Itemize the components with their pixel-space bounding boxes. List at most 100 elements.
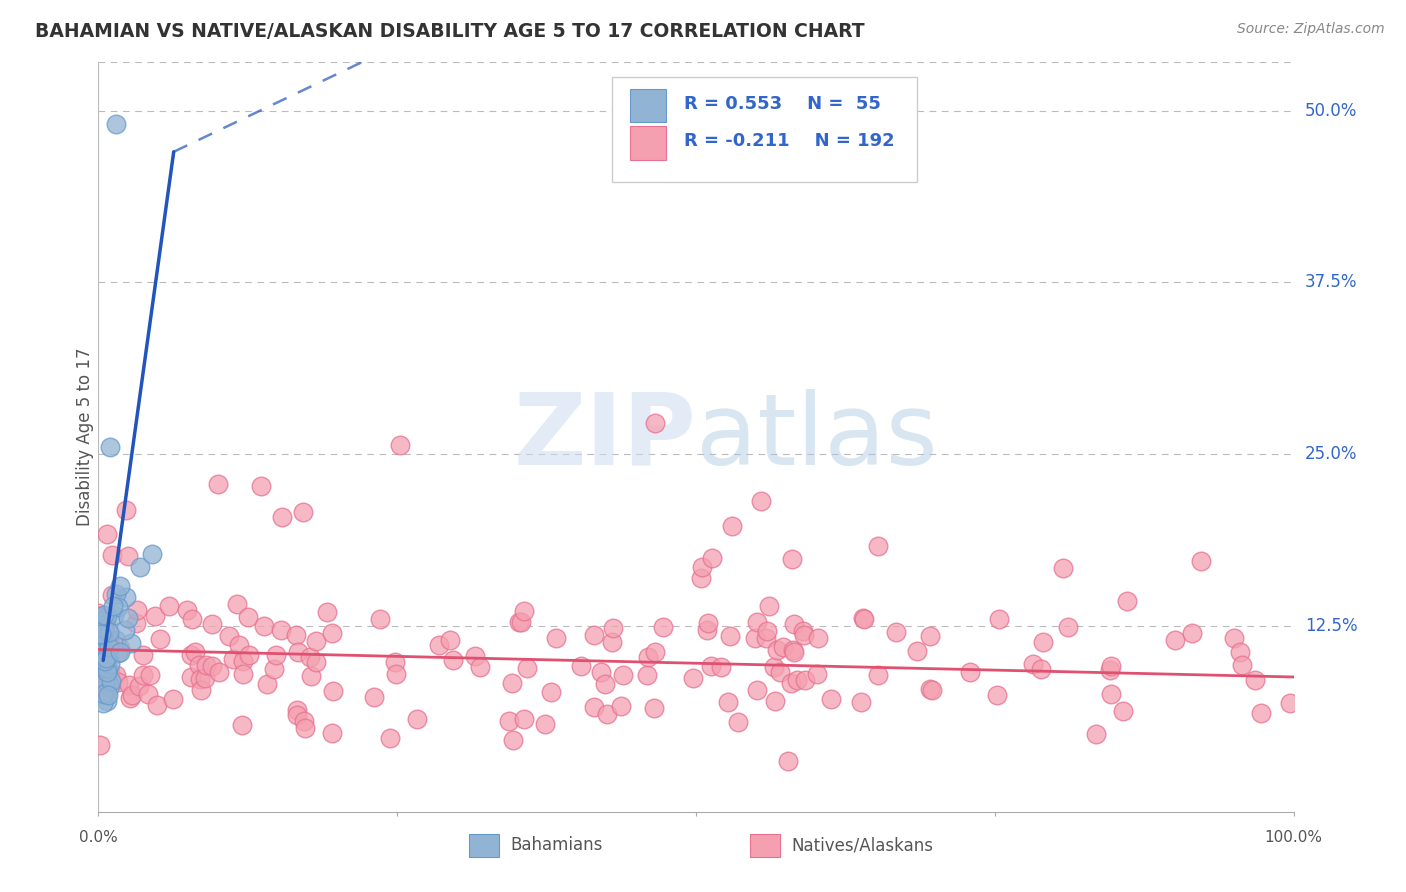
Point	[98, 665, 121, 679]
Point	[87, 673, 110, 688]
Point	[141, 547, 163, 561]
Point	[1164, 633, 1187, 648]
Point	[176, 603, 198, 617]
Point	[368, 612, 391, 626]
Point	[162, 692, 184, 706]
Point	[299, 669, 322, 683]
Point	[1230, 658, 1253, 673]
Point	[294, 721, 316, 735]
Point	[105, 668, 128, 682]
Point	[264, 648, 287, 662]
Point	[93, 622, 115, 636]
FancyBboxPatch shape	[470, 834, 499, 856]
Point	[90, 663, 112, 677]
Point	[1052, 560, 1074, 574]
Point	[98, 640, 121, 654]
Point	[866, 668, 889, 682]
Point	[501, 675, 523, 690]
Point	[232, 654, 254, 668]
Point	[644, 645, 666, 659]
Point	[98, 650, 121, 665]
Point	[87, 647, 110, 661]
FancyBboxPatch shape	[749, 834, 780, 856]
Point	[96, 661, 118, 675]
Point	[596, 707, 619, 722]
Point	[180, 612, 202, 626]
Point	[226, 597, 249, 611]
Point	[807, 632, 830, 646]
Point	[763, 660, 786, 674]
Point	[793, 628, 815, 642]
Point	[128, 679, 150, 693]
Point	[384, 656, 406, 670]
Point	[149, 632, 172, 647]
Point	[569, 659, 592, 673]
Point	[427, 638, 450, 652]
Point	[1056, 620, 1078, 634]
Point	[779, 675, 801, 690]
Point	[1099, 687, 1122, 701]
Point	[637, 649, 659, 664]
Point	[786, 673, 808, 687]
Point	[769, 665, 792, 679]
Point	[363, 690, 385, 704]
Point	[87, 657, 110, 672]
Point	[772, 640, 794, 654]
Point	[758, 599, 780, 614]
Point	[921, 683, 943, 698]
Text: BAHAMIAN VS NATIVE/ALASKAN DISABILITY AGE 5 TO 17 CORRELATION CHART: BAHAMIAN VS NATIVE/ALASKAN DISABILITY AG…	[35, 22, 865, 41]
Point	[716, 695, 738, 709]
Point	[959, 665, 981, 679]
Point	[1189, 554, 1212, 568]
Point	[406, 713, 429, 727]
Point	[96, 527, 118, 541]
Point	[291, 505, 314, 519]
Point	[188, 658, 211, 673]
Point	[321, 726, 343, 740]
Point	[96, 650, 118, 665]
Point	[595, 676, 617, 690]
Point	[1250, 706, 1272, 721]
Point	[385, 666, 408, 681]
Point	[510, 615, 533, 629]
Point	[304, 633, 326, 648]
Point	[322, 684, 344, 698]
Text: Source: ZipAtlas.com: Source: ZipAtlas.com	[1237, 22, 1385, 37]
Point	[98, 657, 121, 672]
Point	[143, 608, 166, 623]
Point	[107, 646, 129, 660]
Point	[218, 629, 240, 643]
Point	[250, 479, 273, 493]
Point	[108, 578, 131, 592]
Text: 0.0%: 0.0%	[79, 830, 118, 846]
Point	[305, 655, 328, 669]
Point	[643, 701, 665, 715]
Point	[744, 631, 766, 645]
Point	[512, 712, 534, 726]
Point	[98, 441, 122, 455]
Point	[315, 605, 337, 619]
Point	[93, 660, 115, 674]
Point	[98, 637, 121, 651]
Point	[1031, 662, 1053, 676]
Point	[93, 617, 115, 632]
Point	[89, 681, 111, 696]
Point	[690, 560, 713, 574]
Point	[236, 609, 259, 624]
Point	[93, 658, 115, 673]
Point	[253, 619, 276, 633]
Point	[849, 695, 872, 709]
Point	[89, 640, 111, 654]
Text: ZIP: ZIP	[513, 389, 696, 485]
Point	[96, 686, 118, 700]
Point	[298, 649, 321, 664]
Point	[727, 715, 749, 730]
Point	[115, 503, 138, 517]
Point	[1115, 593, 1137, 607]
Point	[87, 651, 110, 665]
Point	[90, 654, 112, 668]
Point	[1279, 696, 1302, 710]
Point	[194, 658, 217, 673]
Point	[96, 632, 118, 647]
Point	[652, 620, 675, 634]
